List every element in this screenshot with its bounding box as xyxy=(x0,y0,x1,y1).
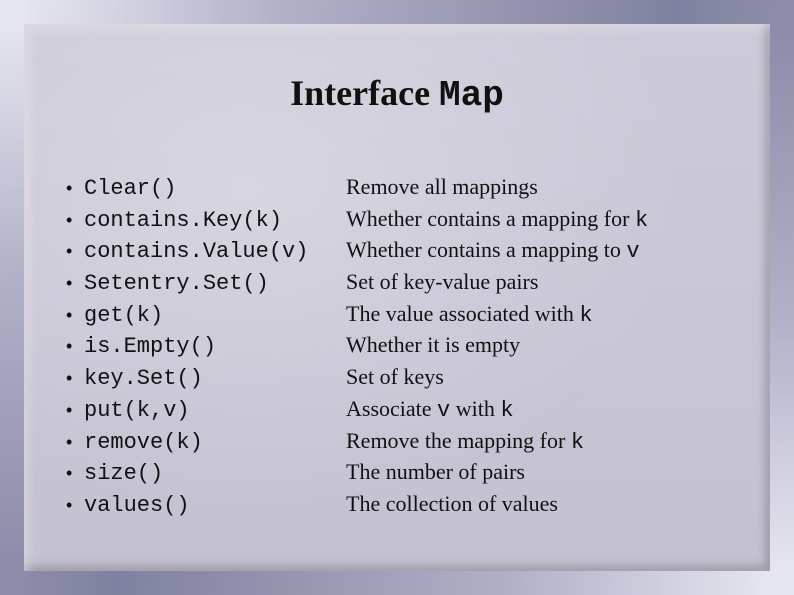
method-description: The value associated with k xyxy=(346,299,740,331)
list-item: •size()The number of pairs xyxy=(66,457,740,489)
desc-text: Whether contains a mapping for xyxy=(346,206,635,231)
list-item: •Setentry.Set()Set of key-value pairs xyxy=(66,267,740,299)
bullet-icon: • xyxy=(66,271,84,295)
desc-text: Whether contains a mapping to xyxy=(346,237,626,262)
method-description: Set of key-value pairs xyxy=(346,267,740,297)
list-item: •get(k)The value associated with k xyxy=(66,299,740,331)
method-description: The collection of values xyxy=(346,489,740,519)
list-item: •is.Empty()Whether it is empty xyxy=(66,330,740,362)
desc-text: Whether it is empty xyxy=(346,332,520,357)
list-item: •key.Set()Set of keys xyxy=(66,362,740,394)
method-description: Set of keys xyxy=(346,362,740,392)
list-item: •contains.Key(k)Whether contains a mappi… xyxy=(66,204,740,236)
desc-text: Set of keys xyxy=(346,364,444,389)
method-description: The number of pairs xyxy=(346,457,740,487)
list-item: •Clear()Remove all mappings xyxy=(66,172,740,204)
title-prefix: Interface xyxy=(290,73,439,113)
method-name: size() xyxy=(84,459,346,489)
list-item: •contains.Value(v)Whether contains a map… xyxy=(66,235,740,267)
desc-text: Associate xyxy=(346,396,437,421)
desc-code: k xyxy=(500,398,513,423)
bullet-icon: • xyxy=(66,334,84,358)
method-description: Remove all mappings xyxy=(346,172,740,202)
desc-text: Remove all mappings xyxy=(346,174,538,199)
method-name: get(k) xyxy=(84,301,346,331)
method-name: values() xyxy=(84,491,346,521)
desc-text: The collection of values xyxy=(346,491,558,516)
method-name: put(k,v) xyxy=(84,396,346,426)
bullet-icon: • xyxy=(66,239,84,263)
method-name: Clear() xyxy=(84,174,346,204)
slide-content: Interface Map •Clear()Remove all mapping… xyxy=(24,24,770,571)
slide-title: Interface Map xyxy=(24,72,770,116)
bullet-icon: • xyxy=(66,366,84,390)
bullet-icon: • xyxy=(66,208,84,232)
bullet-icon: • xyxy=(66,493,84,517)
desc-code: v xyxy=(626,239,639,264)
method-name: key.Set() xyxy=(84,364,346,394)
list-item: •remove(k)Remove the mapping for k xyxy=(66,426,740,458)
method-name: Setentry.Set() xyxy=(84,269,346,299)
bullet-icon: • xyxy=(66,398,84,422)
list-item: •values()The collection of values xyxy=(66,489,740,521)
method-name: is.Empty() xyxy=(84,332,346,362)
bullet-icon: • xyxy=(66,176,84,200)
method-description: Whether contains a mapping for k xyxy=(346,204,740,236)
desc-code: k xyxy=(635,208,648,233)
slide-frame: Interface Map •Clear()Remove all mapping… xyxy=(0,0,794,595)
method-name: contains.Value(v) xyxy=(84,237,346,267)
method-description: Remove the mapping for k xyxy=(346,426,740,458)
desc-text: The number of pairs xyxy=(346,459,525,484)
desc-text: Remove the mapping for xyxy=(346,428,571,453)
method-name: contains.Key(k) xyxy=(84,206,346,236)
method-description: Whether contains a mapping to v xyxy=(346,235,740,267)
method-list: •Clear()Remove all mappings•contains.Key… xyxy=(66,172,740,521)
bullet-icon: • xyxy=(66,430,84,454)
title-code: Map xyxy=(439,75,504,116)
method-name: remove(k) xyxy=(84,428,346,458)
desc-text: with xyxy=(450,396,500,421)
method-description: Associate v with k xyxy=(346,394,740,426)
desc-code: k xyxy=(571,430,584,455)
desc-text: The value associated with xyxy=(346,301,579,326)
list-item: •put(k,v)Associate v with k xyxy=(66,394,740,426)
method-description: Whether it is empty xyxy=(346,330,740,360)
desc-code: k xyxy=(579,303,592,328)
bullet-icon: • xyxy=(66,303,84,327)
desc-text: Set of key-value pairs xyxy=(346,269,538,294)
desc-code: v xyxy=(437,398,450,423)
bullet-icon: • xyxy=(66,461,84,485)
